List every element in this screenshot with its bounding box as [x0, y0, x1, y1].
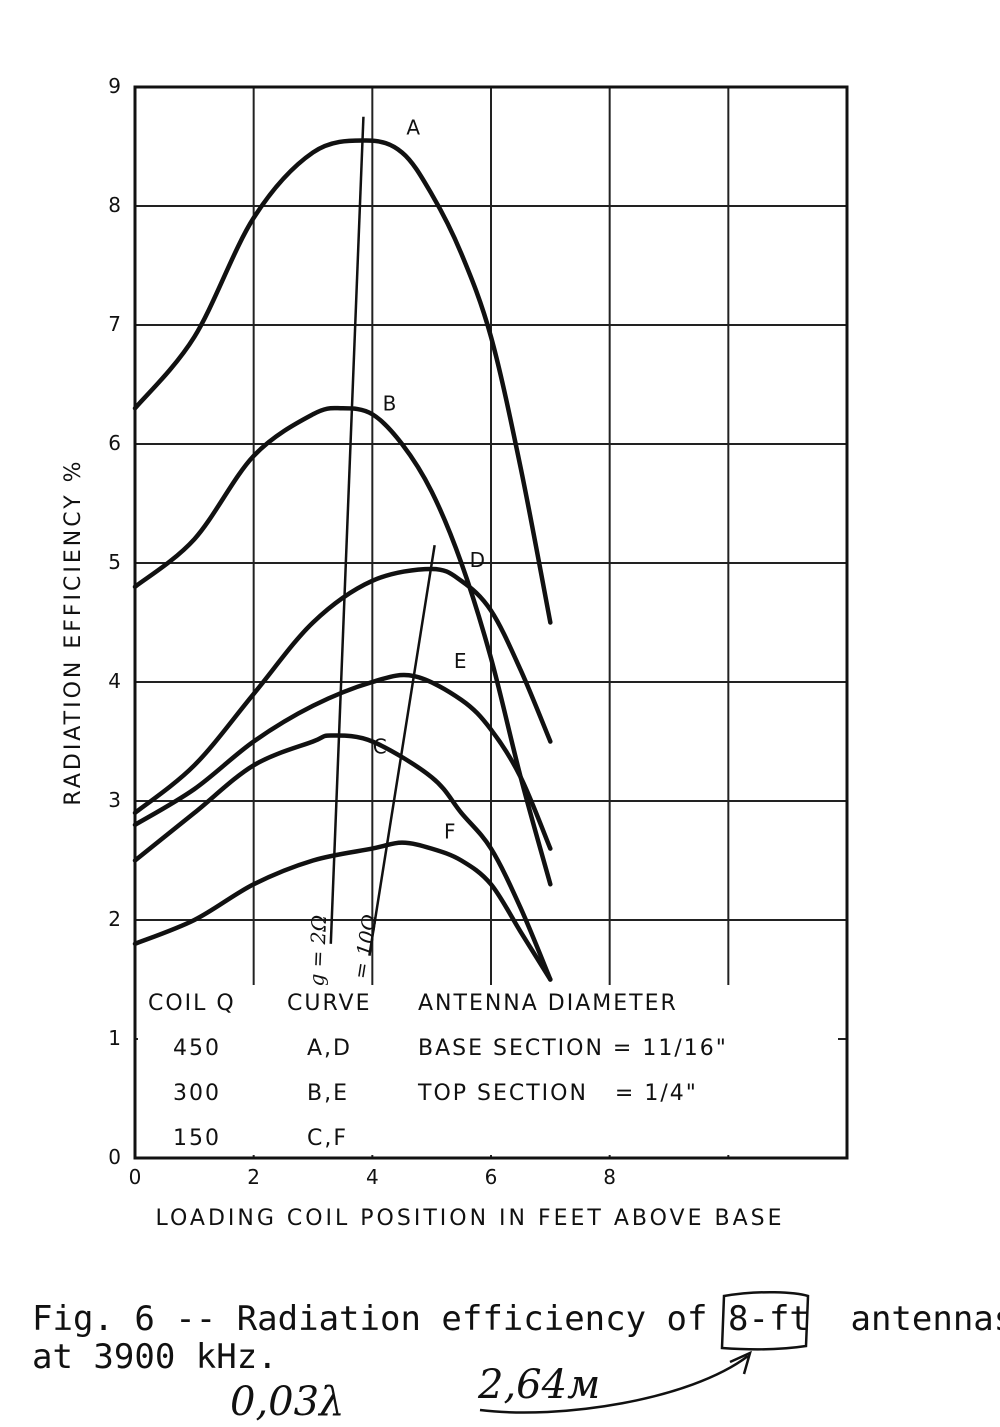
plot-frame [133, 85, 849, 1160]
series-line-d [132, 566, 553, 816]
series-label-e: E [454, 649, 467, 673]
x-axis-label: LOADING COIL POSITION IN FEET ABOVE BASE [156, 1206, 785, 1231]
x-tick-label: 4 [366, 1165, 379, 1189]
table-row-2-q: 300 [173, 1081, 221, 1106]
table-header-coil-q: COIL Q [148, 991, 236, 1016]
y-tick-label: 1 [108, 1026, 121, 1050]
table-row-3-curve: C,F [307, 1126, 348, 1151]
handwritten-length: 2,64м [477, 1362, 600, 1408]
series-line-f [132, 840, 553, 982]
caption-line-1-boxed: 8-ft [728, 1299, 810, 1339]
series-line-a [132, 138, 553, 625]
x-tick-label: 0 [129, 1165, 142, 1189]
rg-line-1 [329, 116, 365, 944]
series-line-b [132, 405, 553, 887]
y-tick-label: 9 [108, 74, 121, 98]
table-row-3-q: 150 [173, 1126, 221, 1151]
handwritten-annotation: 0,03λ 2,64м [230, 1350, 752, 1425]
table-backdrop [138, 985, 838, 1155]
y-tick-label: 3 [108, 788, 121, 812]
series-line-c [132, 733, 553, 982]
y-tick-labels: 0 1 2 3 4 5 6 7 8 9 [108, 74, 121, 1169]
table-header-antenna-diameter: ANTENNA DIAMETER [418, 991, 678, 1016]
series-label-d: D [470, 548, 485, 572]
rg-lines-group: Rg = 2Ω Rg = 10Ω [304, 116, 436, 1015]
x-tick-label: 2 [247, 1165, 260, 1189]
y-tick-label: 0 [108, 1145, 121, 1169]
caption-line-1-after: antennas [830, 1299, 1000, 1339]
y-tick-label: 7 [108, 312, 121, 336]
figure-caption: Fig. 6 -- Radiation efficiency of 8-ft a… [32, 1291, 1000, 1377]
series-label-a: A [406, 116, 420, 140]
y-axis-label: RADIATION EFFICIENCY % [61, 458, 86, 805]
coil-q-table: COIL Q CURVE ANTENNA DIAMETER 450 A,D BA… [138, 985, 838, 1155]
table-row-1-diameter: BASE SECTION = 11/16" [418, 1036, 728, 1061]
arrow-head-icon [729, 1350, 752, 1375]
table-row-1-curve: A,D [307, 1036, 352, 1061]
y-tick-label: 8 [108, 193, 121, 217]
series-label-c: C [373, 735, 387, 759]
x-tick-label: 6 [485, 1165, 498, 1189]
handwritten-wavelength: 0,03λ [230, 1379, 344, 1425]
caption-line-2: at 3900 kHz. [32, 1337, 278, 1377]
y-tick-label: 6 [108, 431, 121, 455]
table-row-1-q: 450 [173, 1036, 221, 1061]
series-group: A B D E C F [132, 116, 553, 982]
x-tick-label: 8 [603, 1165, 616, 1189]
y-tick-label: 5 [108, 550, 121, 574]
table-row-2-curve: B,E [307, 1081, 349, 1106]
caption-line-1-before: Fig. 6 -- Radiation efficiency of [32, 1299, 728, 1339]
x-tick-labels: 0 2 4 6 8 [129, 1165, 616, 1189]
rg-line-2 [368, 544, 436, 956]
hand-drawn-box [720, 1291, 810, 1351]
arrow-icon [479, 1355, 749, 1414]
series-label-b: B [383, 391, 397, 415]
series-line-e [132, 672, 553, 851]
table-row-2-diameter: TOP SECTION = 1/4" [417, 1081, 698, 1106]
y-tick-label: 2 [108, 907, 121, 931]
series-label-f: F [444, 820, 456, 844]
table-header-curve: CURVE [287, 991, 372, 1016]
y-tick-label: 4 [108, 669, 121, 693]
